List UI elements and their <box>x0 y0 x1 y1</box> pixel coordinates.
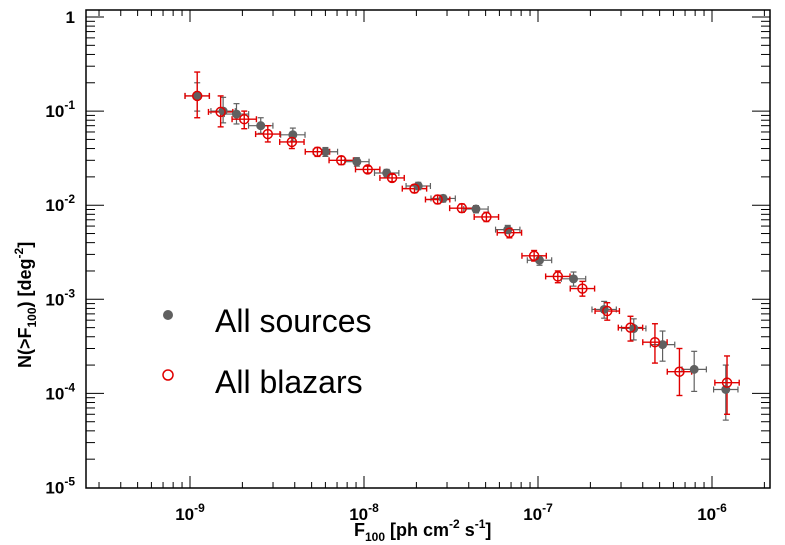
all-sources-point <box>629 323 639 333</box>
all-blazars-point <box>528 250 540 262</box>
x-tick-labels: 10-9 10-8 10-7 10-6 <box>175 501 727 524</box>
x-tick-label: 10-8 <box>349 501 379 524</box>
all-blazars-point <box>215 106 226 118</box>
all-sources-point <box>534 255 544 265</box>
all-blazars-point <box>312 146 323 157</box>
x-axis-title: F100 [ph cm-2 s-1] <box>354 517 491 544</box>
all-blazars-point <box>286 136 298 148</box>
y-tick-label: 10-2 <box>45 192 75 215</box>
all-sources-point <box>471 204 481 214</box>
data-markers <box>191 90 733 395</box>
y-tick-label: 1 <box>66 8 75 27</box>
all-sources-point <box>231 109 241 119</box>
minor-ticks <box>86 10 770 488</box>
plot-frame <box>85 9 771 489</box>
all-blazars-point <box>191 90 203 102</box>
legend-marker-all-blazars <box>162 369 174 381</box>
x-tick-label: 10-7 <box>523 501 553 524</box>
all-blazars-point <box>625 322 636 333</box>
all-sources-point <box>352 157 362 167</box>
y-axis-title: N(>F100) [deg-2] <box>12 242 39 368</box>
all-sources-point <box>256 121 266 131</box>
legend-label-all-blazars: All blazars <box>215 364 363 400</box>
all-blazars-point <box>262 128 274 140</box>
y-tick-label: 10-5 <box>45 475 75 498</box>
all-sources-point <box>569 274 579 284</box>
all-sources-point <box>320 147 330 157</box>
all-blazars-point <box>481 211 492 223</box>
all-blazars-point <box>386 172 398 184</box>
major-ticks <box>86 10 770 488</box>
y-tick-label: 10-4 <box>45 380 75 403</box>
all-blazars-point <box>432 194 443 205</box>
all-sources-point <box>382 168 392 178</box>
x-tick-label: 10-6 <box>697 501 727 524</box>
legend: All sources All blazars <box>162 303 372 400</box>
all-blazars-point <box>577 283 588 294</box>
all-blazars-point <box>335 155 347 166</box>
all-blazars-point <box>362 164 373 175</box>
all-blazars-point <box>238 113 250 125</box>
all-blazars-point <box>456 202 468 214</box>
x-tick-label: 10-9 <box>175 501 205 524</box>
legend-marker-all-sources <box>163 310 173 320</box>
y-tick-label: 10-3 <box>45 286 75 309</box>
all-blazars-point <box>409 183 420 194</box>
y-tick-label: 10-1 <box>45 98 75 121</box>
all-blazars-point <box>504 227 515 238</box>
all-blazars-point <box>552 271 564 282</box>
all-blazars-point <box>601 305 613 317</box>
all-sources-point <box>689 364 699 374</box>
all-blazars-point <box>649 336 661 348</box>
all-sources-point <box>658 340 668 350</box>
all-blazars-point <box>674 366 685 377</box>
all-blazars-point <box>721 377 733 388</box>
legend-label-all-sources: All sources <box>215 303 372 339</box>
all-sources-point <box>192 91 202 101</box>
y-tick-labels: 1 10-1 10-2 10-3 10-4 10-5 <box>45 8 75 498</box>
